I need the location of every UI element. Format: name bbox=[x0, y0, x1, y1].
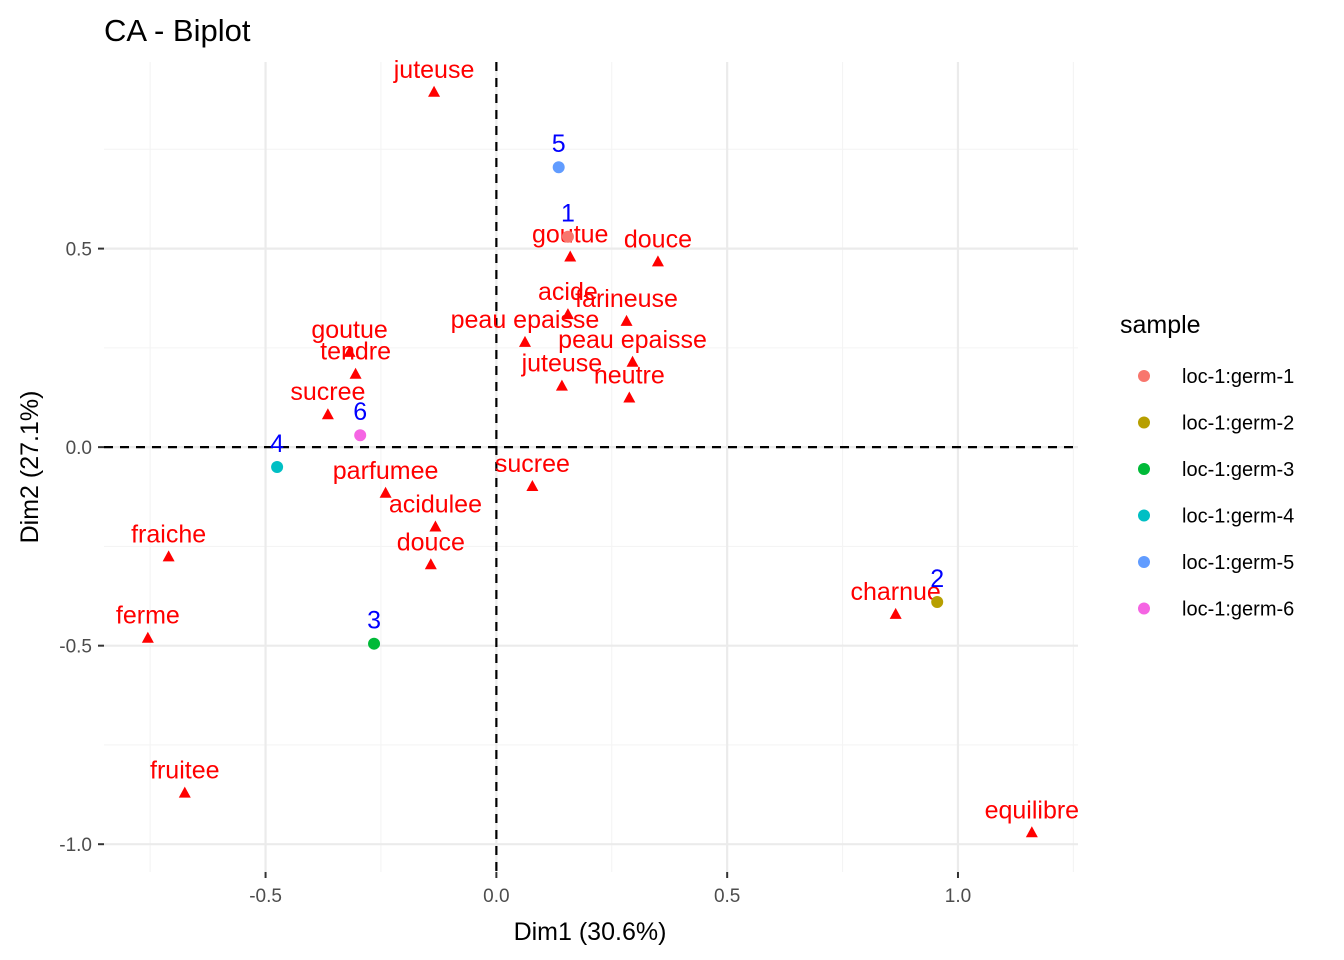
row-point-dot bbox=[368, 637, 381, 650]
x-tick-label: 0.5 bbox=[714, 886, 740, 907]
column-point-triangle bbox=[424, 558, 437, 570]
legend-label: loc-1:germ-2 bbox=[1182, 413, 1294, 435]
row-point-label: 6 bbox=[353, 398, 367, 426]
column-point-label: charnue bbox=[850, 578, 940, 606]
column-point-triangle bbox=[555, 379, 568, 391]
legend-key bbox=[1138, 463, 1150, 475]
plot-panel: juteusegoutuedouceacidefarineusepeau epa… bbox=[104, 56, 1079, 872]
column-point-triangle bbox=[518, 335, 531, 347]
column-point-label: fruitee bbox=[150, 757, 219, 785]
legend-title: sample bbox=[1120, 311, 1201, 339]
row-point-label: 5 bbox=[552, 130, 566, 158]
column-point-triangle bbox=[623, 391, 636, 403]
column-point-label: ferme bbox=[116, 602, 180, 630]
column-point-triangle bbox=[349, 367, 362, 379]
column-point-label: peau epaisse bbox=[558, 326, 707, 354]
column-point-label: sucree bbox=[495, 450, 570, 478]
column-point-triangle bbox=[651, 255, 664, 267]
column-point-triangle bbox=[564, 250, 577, 262]
row-point-label: 2 bbox=[930, 565, 944, 593]
column-point-triangle bbox=[343, 345, 356, 357]
row-point-label: 3 bbox=[367, 607, 381, 635]
x-tick-label: -0.5 bbox=[249, 886, 282, 907]
chart-title: CA - Biplot bbox=[104, 13, 251, 48]
column-point-triangle bbox=[379, 486, 392, 498]
legend-label: loc-1:germ-5 bbox=[1182, 552, 1294, 574]
column-point-triangle bbox=[889, 607, 902, 619]
legend-key bbox=[1138, 370, 1150, 382]
y-tick-label: -1.0 bbox=[59, 835, 92, 856]
legend-key bbox=[1138, 416, 1150, 429]
column-point-label: juteuse bbox=[393, 56, 475, 84]
column-point-label: douce bbox=[397, 528, 465, 556]
column-point-label: parfumee bbox=[333, 457, 439, 485]
column-point-triangle bbox=[626, 355, 639, 367]
column-point-label: tendre bbox=[320, 338, 391, 366]
legend-label: loc-1:germ-3 bbox=[1182, 459, 1294, 481]
y-tick-label: 0.5 bbox=[66, 240, 92, 261]
y-tick-label: -0.5 bbox=[59, 637, 92, 658]
x-axis-ticks: -0.5 0.0 0.5 1.0 bbox=[249, 872, 971, 907]
row-point-dot bbox=[271, 461, 284, 473]
column-point-triangle bbox=[321, 408, 334, 420]
column-point-label: fraiche bbox=[131, 520, 206, 548]
column-point-triangle bbox=[162, 550, 175, 562]
row-point-dot bbox=[354, 429, 367, 442]
legend-key bbox=[1138, 602, 1150, 615]
legend-items: loc-1:germ-1 loc-1:germ-2 loc-1:germ-3 loc-… bbox=[1138, 366, 1294, 621]
x-axis-title: Dim1 (30.6%) bbox=[514, 918, 667, 946]
column-point-triangle bbox=[429, 520, 442, 532]
column-point-triangle bbox=[620, 314, 633, 326]
row-point-dot bbox=[931, 596, 944, 608]
y-axis-ticks: -1.0 -0.5 0.0 0.5 bbox=[59, 240, 104, 856]
row-point-dot bbox=[561, 230, 574, 243]
legend-label: loc-1:germ-1 bbox=[1182, 366, 1294, 388]
legend-label: loc-1:germ-6 bbox=[1182, 599, 1294, 621]
x-tick-label: 0.0 bbox=[483, 886, 509, 907]
column-point-label: acidulee bbox=[389, 491, 482, 519]
x-tick-label: 1.0 bbox=[945, 886, 971, 907]
column-point-triangle bbox=[141, 631, 154, 643]
legend-key bbox=[1138, 556, 1150, 568]
column-point-label: acide bbox=[538, 278, 598, 306]
row-point-dot bbox=[552, 161, 565, 174]
column-point-triangle bbox=[561, 308, 574, 320]
column-point-label: neutre bbox=[594, 362, 665, 390]
column-point-triangle bbox=[428, 85, 441, 97]
column-point-triangle bbox=[178, 786, 191, 798]
column-point-triangle bbox=[526, 480, 539, 492]
legend: sample loc-1:germ-1loc-1:germ-2loc-1:ger… bbox=[1120, 311, 1294, 621]
column-point-label: sucree bbox=[290, 378, 365, 406]
row-point-label: 1 bbox=[561, 200, 575, 228]
row-point-label: 4 bbox=[270, 430, 284, 458]
legend-key bbox=[1138, 509, 1150, 522]
column-point-label: peau epaisse bbox=[451, 306, 600, 334]
column-point-triangle bbox=[1025, 826, 1038, 838]
column-point-label: juteuse bbox=[521, 350, 603, 378]
legend-label: loc-1:germ-4 bbox=[1182, 506, 1294, 528]
column-point-label: douce bbox=[624, 225, 692, 253]
column-point-label: equilibre bbox=[985, 796, 1080, 824]
y-tick-label: 0.0 bbox=[66, 438, 92, 459]
y-axis-title: Dim2 (27.1%) bbox=[16, 391, 44, 544]
column-point-label: farineuse bbox=[575, 285, 678, 313]
column-point-label: goutue bbox=[311, 316, 387, 344]
